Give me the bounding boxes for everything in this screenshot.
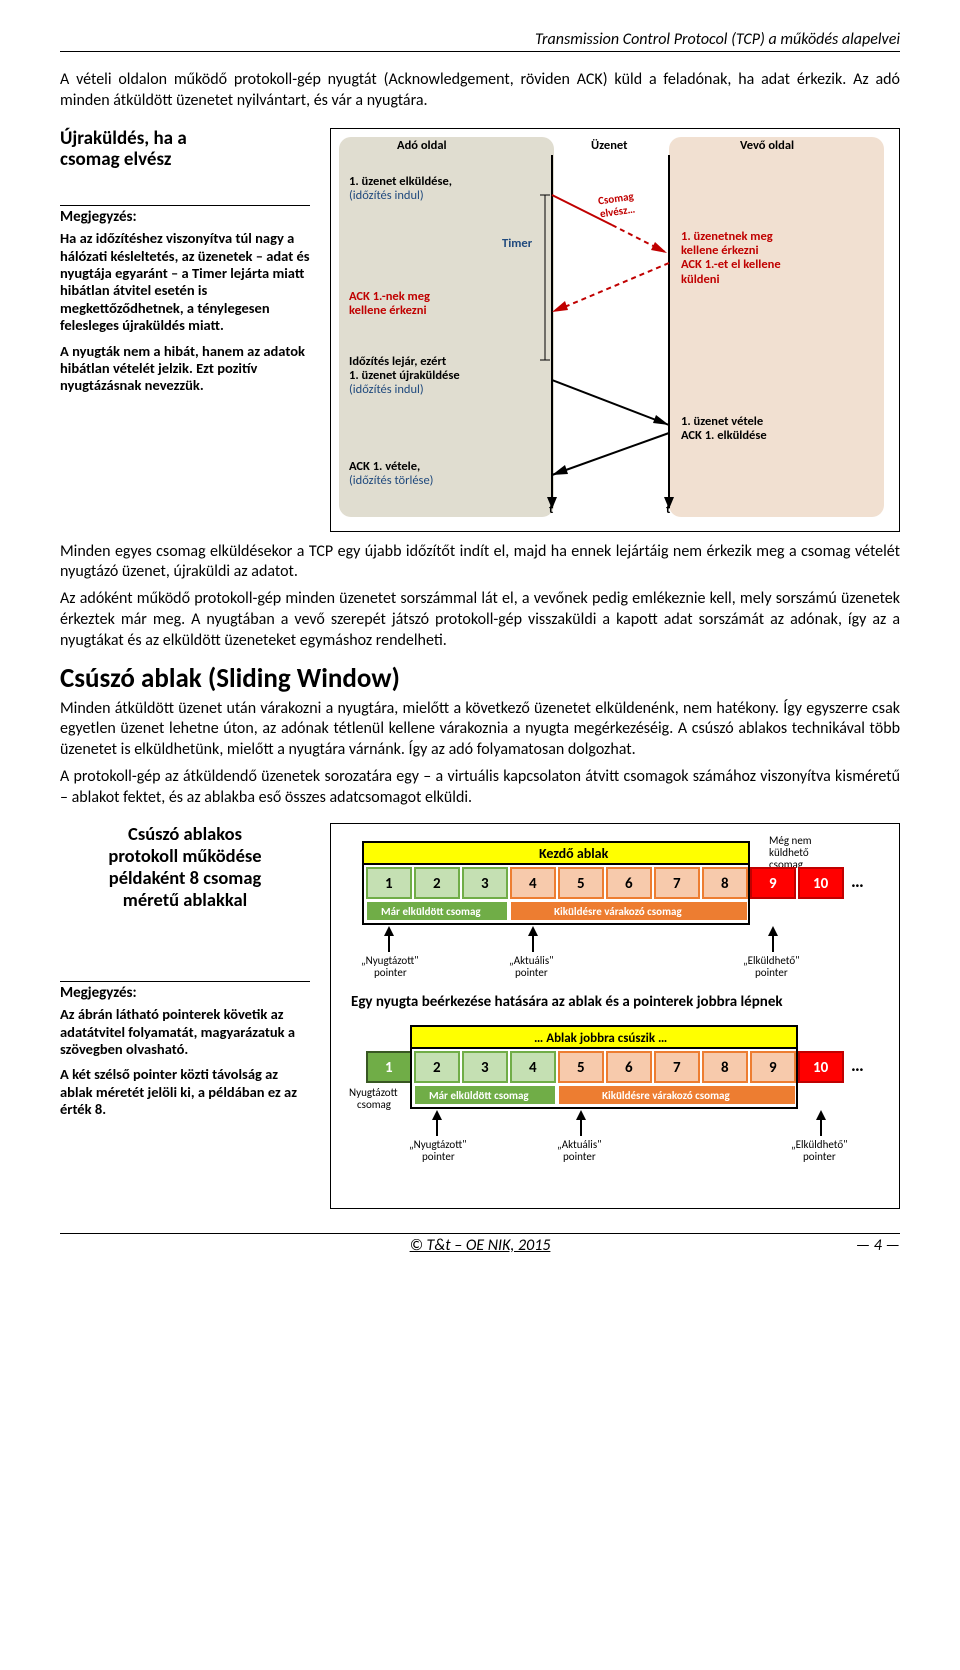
svg-text:7: 7 — [673, 1059, 681, 1077]
svg-text:10: 10 — [813, 875, 829, 893]
resend-diagram: Adó oldal Üzenet Vevő oldal 1. üzenet el… — [330, 128, 900, 532]
svg-text:pointer: pointer — [515, 966, 548, 979]
para-4: Minden átküldött üzenet után várakozni a… — [60, 699, 900, 761]
svg-text:pointer: pointer — [755, 966, 788, 979]
svg-text:10: 10 — [813, 1059, 829, 1077]
resend-note-2: A nyugták nem a hibát, hanem az adatok h… — [60, 343, 310, 395]
footer-left: © T&t – OE NIK, 2015 — [410, 1236, 551, 1255]
svg-text:…: … — [851, 1054, 864, 1076]
page-footer: © T&t – OE NIK, 2015 — 4 — — [60, 1233, 900, 1255]
svg-text:5: 5 — [577, 1059, 585, 1077]
svg-text:Már elküldött csomag: Már elküldött csomag — [381, 905, 481, 918]
svg-text:pointer: pointer — [422, 1150, 455, 1163]
svg-text:6: 6 — [625, 1059, 633, 1077]
sliding-window-figure-block: Csúszó ablakos protokoll működése példak… — [60, 823, 900, 1209]
para-2: Minden egyes csomag elküldésekor a TCP e… — [60, 542, 900, 584]
svg-text:2: 2 — [433, 875, 441, 893]
sw-note-1: Az ábrán látható pointerek követik az ad… — [60, 1006, 310, 1058]
svg-text:Kiküldésre várakozó csomag: Kiküldésre várakozó csomag — [602, 1089, 730, 1102]
page-header: Transmission Control Protocol (TCP) a mű… — [60, 30, 900, 52]
svg-text:…: … — [851, 870, 864, 892]
sliding-window-heading: Csúszó ablak (Sliding Window) — [60, 662, 900, 695]
intro-paragraph: A vételi oldalon működő protokoll-gép ny… — [60, 70, 900, 112]
svg-text:2: 2 — [433, 1059, 441, 1077]
svg-text:7: 7 — [673, 875, 681, 893]
resend-note-1: Ha az időzítéshez viszonyítva túl nagy a… — [60, 230, 310, 334]
svg-text:3: 3 — [481, 1059, 489, 1077]
resend-title: Újraküldés, ha a csomag elvész — [60, 128, 310, 172]
svg-text:… Ablak jobbra csúszik …: … Ablak jobbra csúszik … — [534, 1031, 667, 1046]
sw-title: Csúszó ablakos protokoll működése példak… — [60, 823, 310, 912]
svg-text:5: 5 — [577, 875, 585, 893]
svg-text:1: 1 — [385, 875, 393, 893]
svg-text:8: 8 — [721, 1059, 729, 1077]
sw-note-label: Megjegyzés: — [60, 981, 310, 1002]
svg-text:8: 8 — [721, 875, 729, 893]
resend-figure-block: Újraküldés, ha a csomag elvész Megjegyzé… — [60, 128, 900, 532]
svg-text:4: 4 — [529, 875, 537, 893]
svg-text:4: 4 — [529, 1059, 537, 1077]
note-label: Megjegyzés: — [60, 205, 310, 226]
svg-text:pointer: pointer — [374, 966, 407, 979]
para-5: A protokoll-gép az átküldendő üzenetek s… — [60, 767, 900, 809]
svg-text:1: 1 — [385, 1059, 393, 1077]
svg-text:3: 3 — [481, 875, 489, 893]
svg-text:Egy nyugta beérkezése hatására: Egy nyugta beérkezése hatására az ablak … — [351, 993, 783, 1011]
svg-text:6: 6 — [625, 875, 633, 893]
para-3: Az adóként működő protokoll-gép minden ü… — [60, 589, 900, 651]
sliding-window-diagram: Kezdő ablak Még nem küldhető csomag — [330, 823, 900, 1209]
svg-text:pointer: pointer — [803, 1150, 836, 1163]
svg-text:Kiküldésre várakozó csomag: Kiküldésre várakozó csomag — [554, 905, 682, 918]
svg-text:9: 9 — [769, 875, 777, 893]
svg-text:csomag: csomag — [357, 1098, 391, 1111]
svg-text:Már elküldött csomag: Már elküldött csomag — [429, 1089, 529, 1102]
svg-text:Kezdő ablak: Kezdő ablak — [539, 845, 609, 862]
svg-text:9: 9 — [769, 1059, 777, 1077]
svg-text:pointer: pointer — [563, 1150, 596, 1163]
footer-right: — 4 — — [550, 1236, 900, 1255]
sw-note-2: A két szélső pointer közti távolság az a… — [60, 1066, 310, 1118]
